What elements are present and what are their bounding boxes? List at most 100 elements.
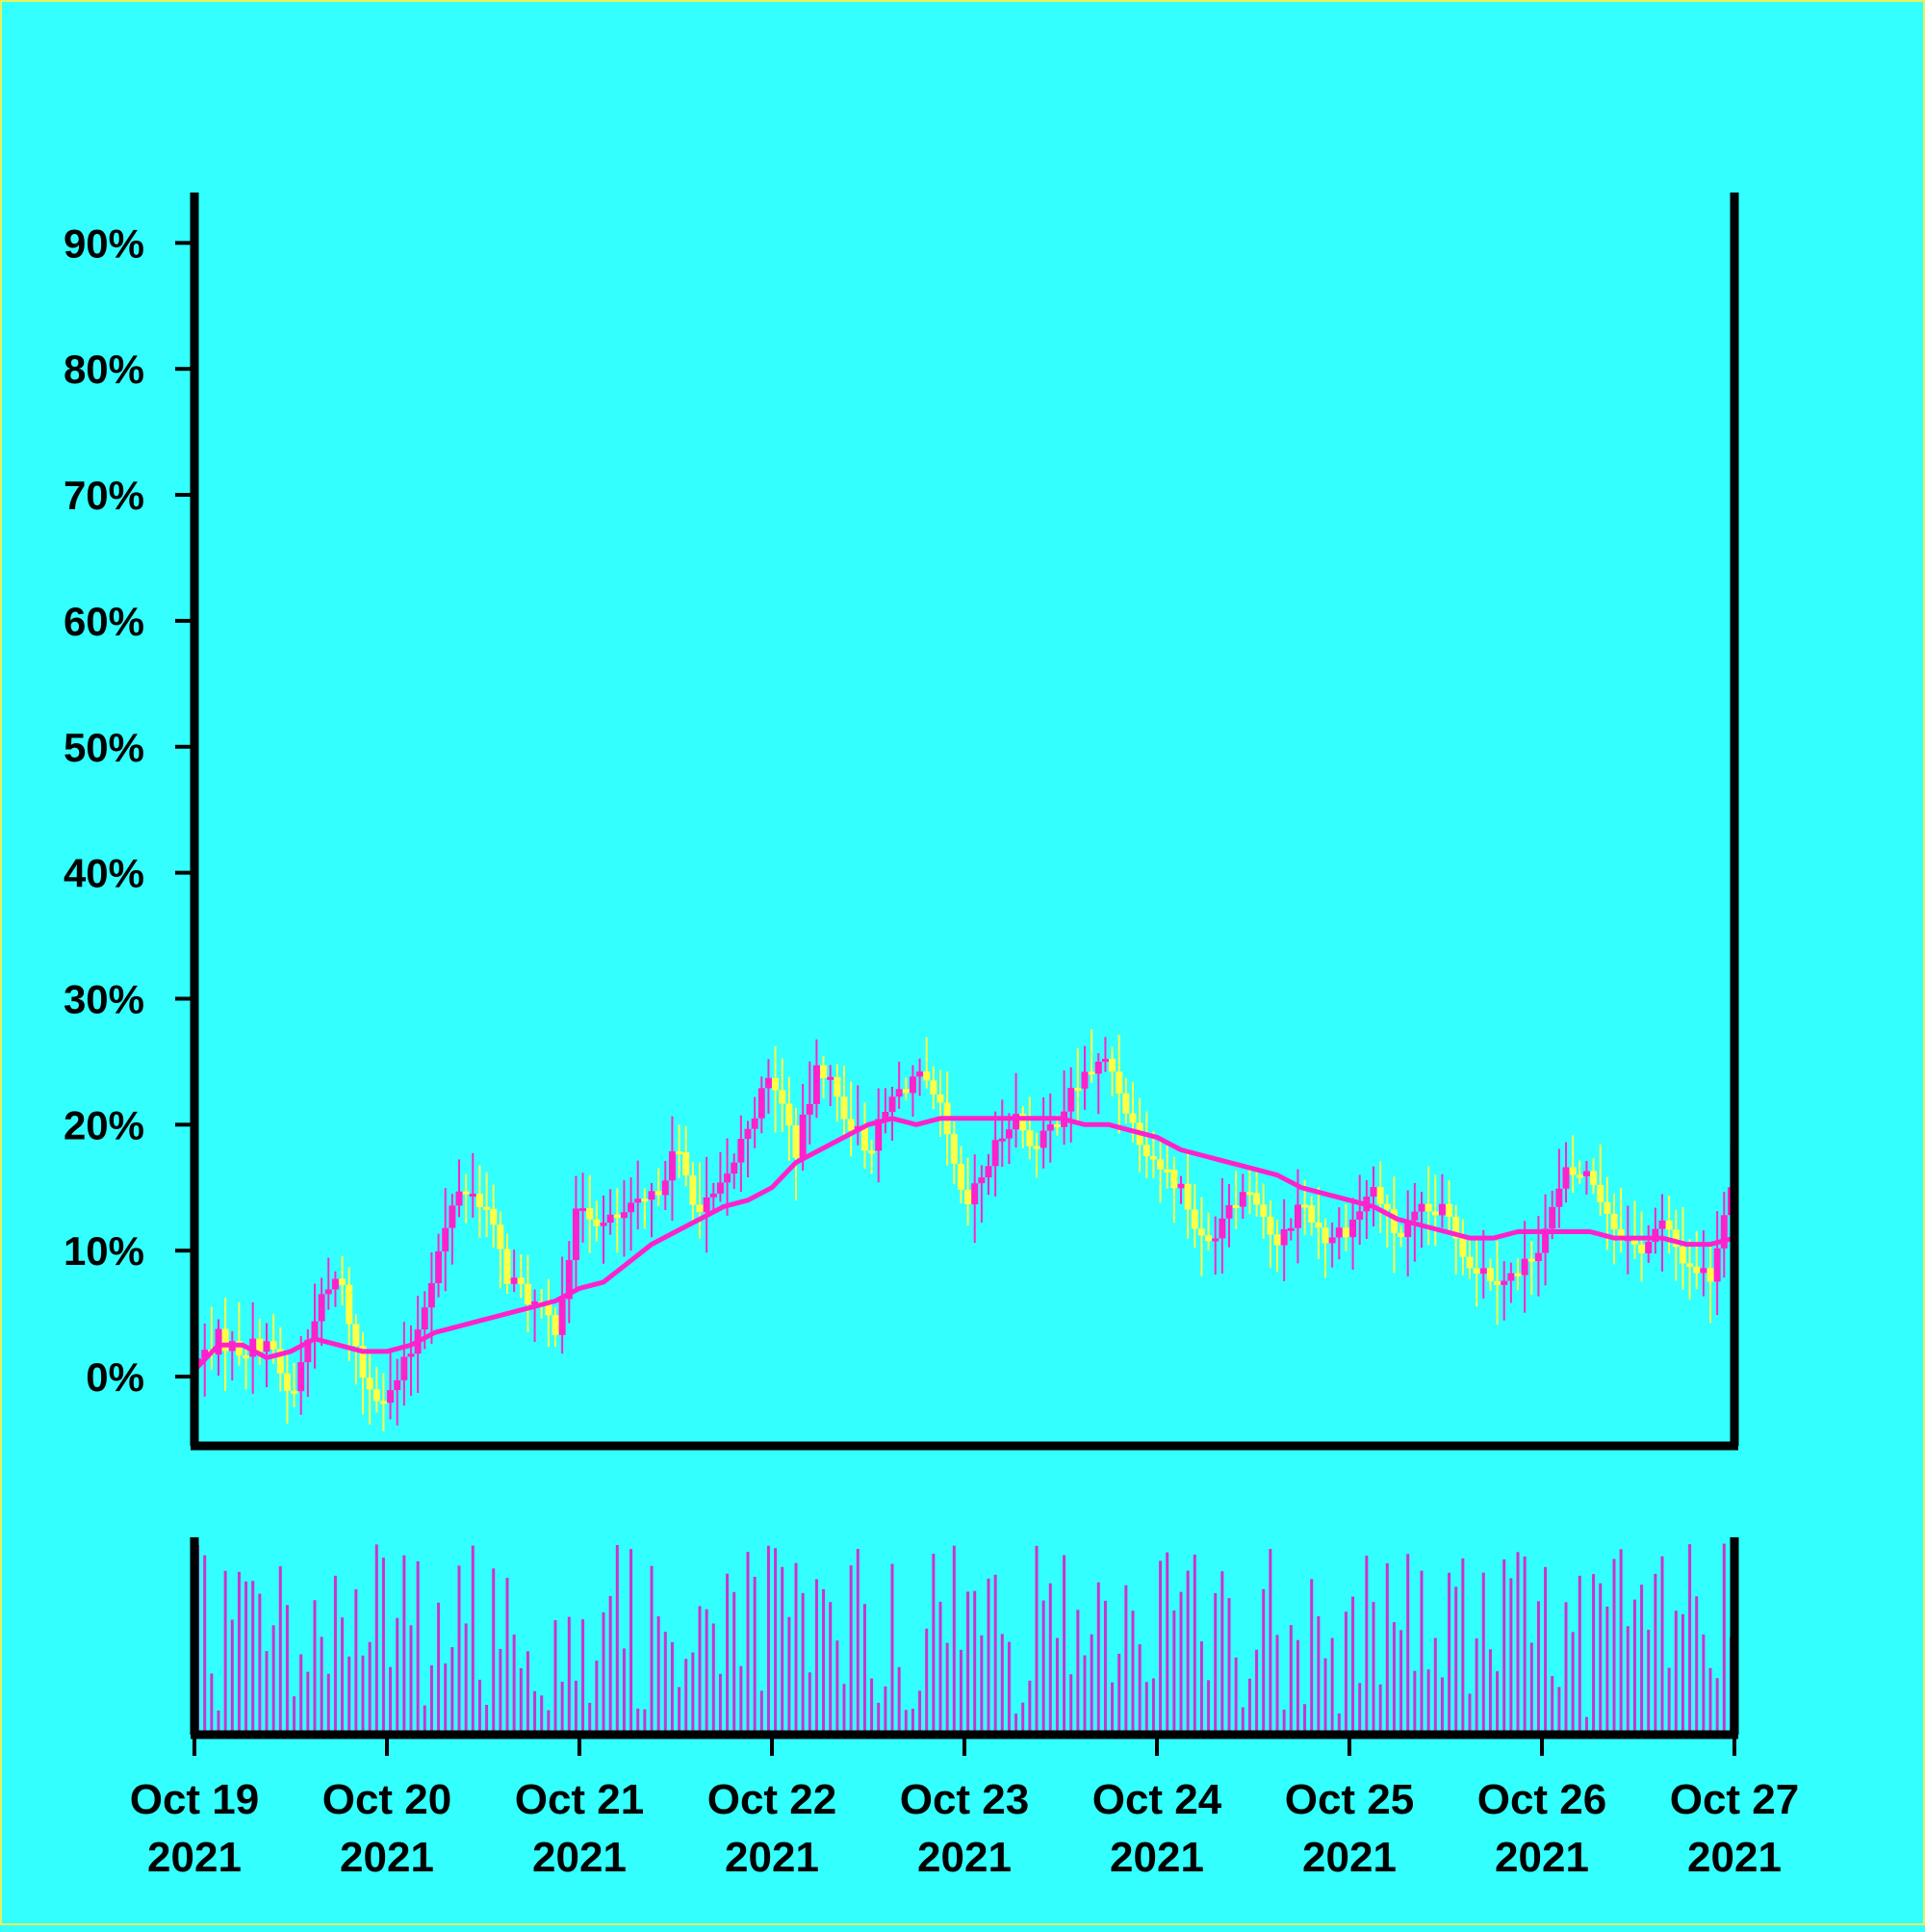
x-tick-label-year: 2021: [1495, 1834, 1589, 1881]
volume-bar: [1014, 1713, 1018, 1731]
volume-bar: [897, 1666, 901, 1731]
candle-body: [895, 1089, 903, 1097]
volume-bar: [1448, 1572, 1451, 1731]
candle-body: [1335, 1227, 1343, 1238]
volume-bar: [615, 1544, 619, 1731]
candle-body: [359, 1346, 367, 1378]
volume-bar: [801, 1592, 805, 1731]
candle-body: [235, 1341, 243, 1356]
y-tick-label: 30%: [64, 976, 144, 1021]
candle-body: [221, 1328, 229, 1352]
candle-body: [318, 1294, 325, 1322]
volume-bar: [1502, 1558, 1506, 1731]
volume-bar: [1420, 1570, 1424, 1731]
volume-bar: [1090, 1634, 1093, 1731]
candle-body: [249, 1338, 257, 1357]
candle-body: [387, 1390, 395, 1404]
volume-bar: [1337, 1713, 1341, 1731]
candle-body: [1383, 1203, 1391, 1210]
volume-bar: [925, 1628, 929, 1731]
candle-body: [1142, 1145, 1150, 1157]
volume-bar: [643, 1709, 647, 1731]
candle-body: [510, 1277, 518, 1284]
volume-bar: [608, 1595, 612, 1731]
x-axis-ticks: Oct 19 2021 Oct 20 2021 Oct 21 2021 Oct 22 2021…: [130, 1739, 1799, 1881]
moving-average-line: [192, 1116, 1737, 1373]
candle-body: [882, 1111, 889, 1120]
volume-bar: [244, 1581, 248, 1731]
volume-bar: [1214, 1592, 1218, 1731]
volume-bar: [444, 1663, 448, 1731]
candle-body: [957, 1163, 964, 1190]
volume-bar: [1172, 1610, 1176, 1731]
volume-bar: [1310, 1579, 1314, 1731]
x-tick-label-date: Oct 22: [707, 1776, 837, 1823]
volume-bar: [1041, 1600, 1045, 1731]
x-tick-label-date: Oct 24: [1092, 1776, 1222, 1823]
candle-body: [1164, 1169, 1171, 1172]
candle-body: [339, 1278, 346, 1285]
volume-bar: [862, 1604, 866, 1731]
volume-bar: [464, 1623, 468, 1731]
volume-bar: [1048, 1583, 1052, 1731]
volume-bar: [663, 1632, 667, 1731]
volume-bar: [429, 1664, 433, 1731]
candle-body: [215, 1328, 222, 1355]
candle-body: [572, 1208, 579, 1260]
candle-body: [600, 1223, 607, 1226]
candle-body: [455, 1191, 463, 1206]
candle-body: [421, 1307, 428, 1330]
candle-body: [1342, 1227, 1349, 1238]
candle-body: [1328, 1237, 1336, 1244]
volume-bar: [354, 1589, 358, 1731]
volume-bar: [361, 1655, 365, 1731]
volume-bar: [746, 1552, 750, 1731]
volume-bar: [650, 1565, 654, 1731]
volume-bar: [1151, 1678, 1155, 1731]
candle-body: [1431, 1211, 1439, 1216]
candle-body: [346, 1284, 353, 1325]
x-tick-label-date: Oct 23: [900, 1776, 1030, 1823]
candle-body: [1404, 1220, 1412, 1238]
y-tick-label: 90%: [64, 220, 144, 266]
volume-bar: [526, 1651, 529, 1731]
volume-bar: [1317, 1616, 1321, 1731]
candles: [194, 1029, 1734, 1431]
candle-body: [1101, 1058, 1109, 1062]
volume-bar: [814, 1579, 818, 1731]
volume-bar: [1207, 1680, 1211, 1731]
candle-body: [324, 1289, 332, 1295]
candle-body: [1094, 1061, 1102, 1074]
y-tick-label: 50%: [64, 725, 144, 770]
volume-bar: [1433, 1637, 1437, 1731]
volume-bar: [966, 1591, 970, 1731]
volume-bar: [210, 1673, 214, 1731]
candle-body: [490, 1208, 498, 1225]
candle-body: [634, 1198, 642, 1203]
candle-body: [1555, 1188, 1563, 1207]
volume-bar: [1702, 1635, 1706, 1731]
volume-bar: [251, 1581, 255, 1731]
volume-bar: [1021, 1702, 1025, 1731]
candle-body: [291, 1390, 298, 1394]
volume-bar: [1000, 1634, 1004, 1731]
candle-body: [1026, 1130, 1034, 1146]
candle-body: [875, 1119, 883, 1151]
candle-body: [352, 1324, 360, 1347]
candle-body: [1308, 1205, 1316, 1224]
x-tick-label-year: 2021: [917, 1834, 1012, 1881]
volume-bar: [271, 1625, 275, 1731]
volume-bar: [1289, 1625, 1293, 1731]
candle-body: [1707, 1268, 1714, 1282]
candle-body: [950, 1134, 958, 1164]
volume-bar: [1069, 1674, 1073, 1731]
candle-body: [1074, 1088, 1082, 1092]
volume-bar: [1269, 1549, 1272, 1731]
candle-body: [427, 1282, 435, 1308]
volume-bar: [718, 1673, 722, 1731]
candle-body: [1122, 1093, 1130, 1114]
candle-body: [1652, 1228, 1659, 1243]
volume-bar: [884, 1686, 887, 1731]
x-tick-label-year: 2021: [1110, 1834, 1204, 1881]
volume-bar: [1454, 1586, 1458, 1731]
